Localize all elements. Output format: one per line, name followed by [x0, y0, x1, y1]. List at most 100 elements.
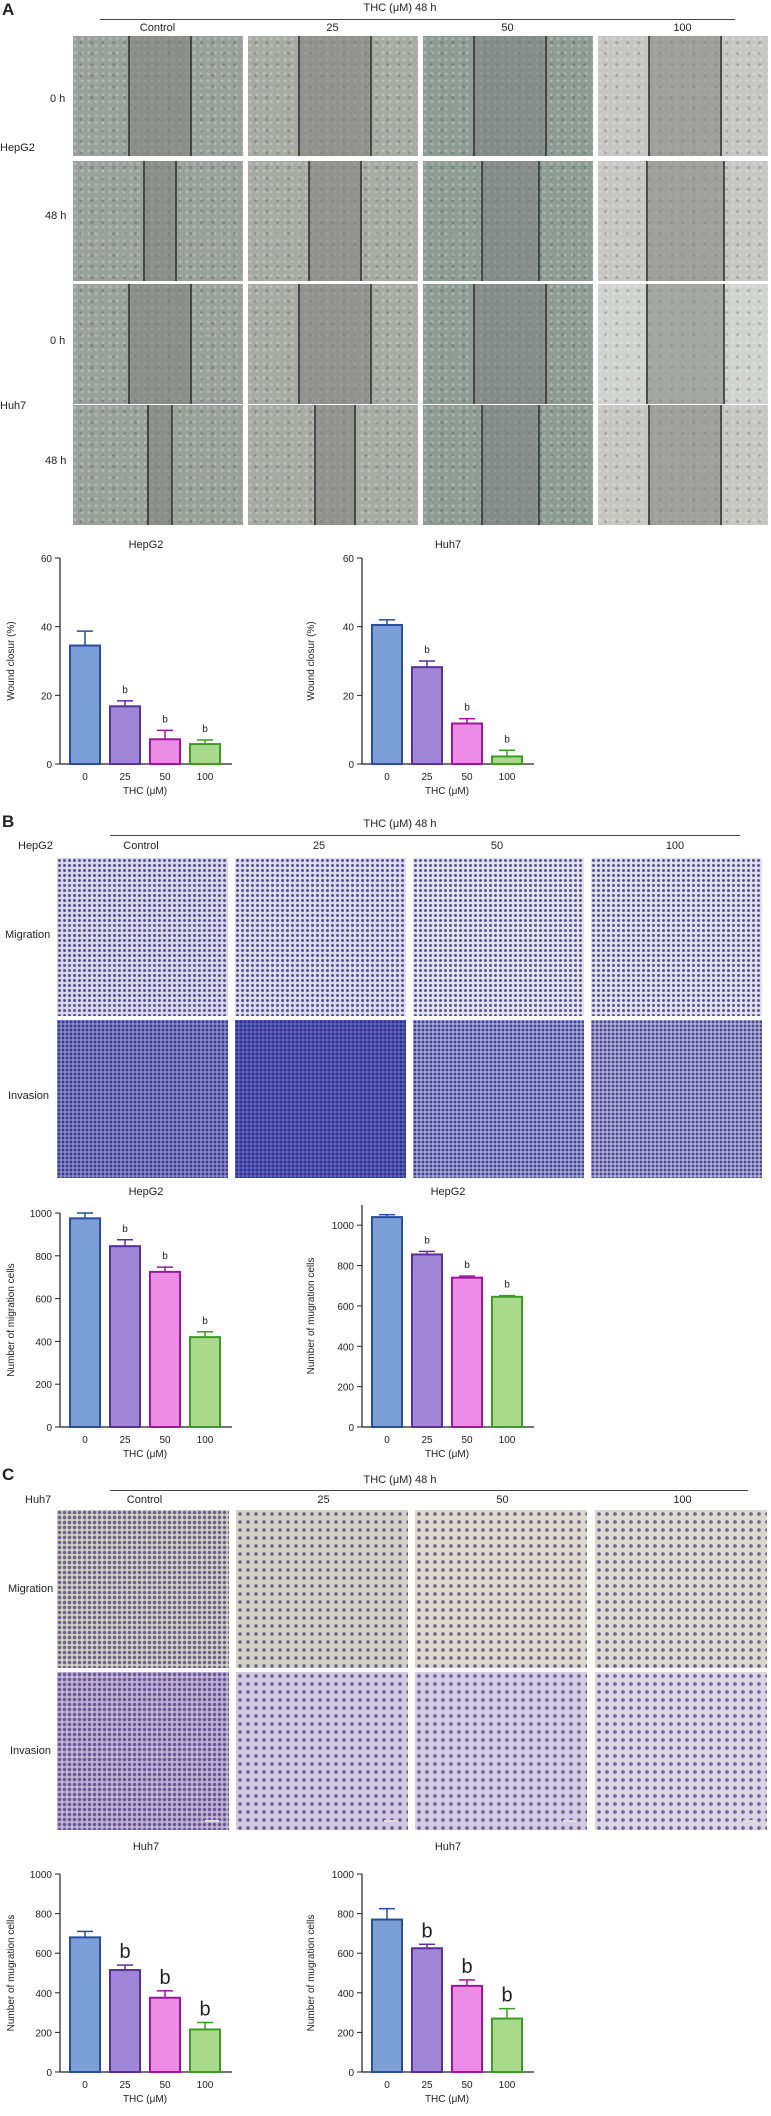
- scale-bar: [205, 1820, 219, 1822]
- bar-0: [371, 1918, 403, 2074]
- panel-b-header-rule: [110, 835, 740, 836]
- significance-label: b: [504, 1280, 510, 1291]
- significance-label: b: [504, 734, 510, 745]
- panel-letter-c: C: [2, 1465, 15, 1484]
- scale-bar: [563, 1820, 577, 1822]
- chart-a-huh7: Huh7 0 20 40 60 Wound closur (%) 0 b 25 b 50 b 100 TH…: [306, 539, 534, 797]
- y-tick-label: 1000: [30, 1209, 53, 1220]
- scale-bar: [384, 1820, 398, 1822]
- bar-50: [451, 1984, 483, 2073]
- panel-a-col-100: 100: [673, 22, 692, 34]
- bar-25: [109, 1969, 141, 2073]
- x-tick-label: 100: [499, 2080, 516, 2091]
- x-axis-label: THC (μM): [425, 1449, 469, 1460]
- x-tick-label: 100: [499, 772, 516, 783]
- bar-0: [371, 1216, 403, 1429]
- y-tick-label: 200: [35, 1380, 52, 1391]
- y-tick-label: 40: [41, 623, 53, 634]
- transwell-micrograph: [236, 1510, 408, 1668]
- y-tick-label: 800: [35, 1252, 52, 1263]
- panel-b-row-invasion: Invasion: [8, 1090, 49, 1102]
- bar-25: [411, 666, 443, 765]
- wound-micrograph: [598, 161, 768, 281]
- y-tick-label: 800: [35, 1910, 52, 1921]
- x-tick-label: 0: [384, 772, 390, 783]
- bar-25: [411, 1253, 443, 1429]
- bar-0: [69, 644, 101, 765]
- panel-b-col-100: 100: [665, 840, 685, 852]
- panel-letter-b: B: [2, 812, 15, 831]
- y-tick-label: 60: [41, 554, 53, 565]
- transwell-micrograph: [595, 1672, 767, 1830]
- y-tick-label: 0: [348, 1423, 354, 1434]
- wound-gap: [645, 161, 725, 281]
- wound-micrograph: [598, 36, 768, 156]
- y-axis-label: Number of mugration cells: [6, 1915, 17, 2032]
- x-tick-label: 25: [421, 772, 433, 783]
- y-tick-label: 0: [46, 760, 52, 771]
- wound-micrograph: [248, 161, 418, 281]
- bar-25: [109, 1245, 141, 1428]
- x-axis-label: THC (μM): [123, 2094, 167, 2105]
- significance-label: b: [464, 1260, 470, 1271]
- y-tick-label: 800: [337, 1262, 354, 1273]
- wound-gap: [648, 405, 722, 525]
- y-tick-label: 600: [35, 1295, 52, 1306]
- transwell-micrograph: [591, 1020, 762, 1178]
- wound-gap: [473, 36, 547, 156]
- y-tick-label: 600: [337, 1949, 354, 1960]
- chart-title: HepG2: [129, 539, 164, 551]
- significance-label: b: [424, 645, 430, 656]
- transwell-micrograph: [235, 1020, 406, 1178]
- wound-gap: [473, 284, 547, 404]
- transwell-micrograph: [415, 1672, 587, 1830]
- y-tick-label: 1000: [332, 1870, 355, 1881]
- panel-a-row-time-4: 48 h: [45, 455, 67, 467]
- y-tick-label: 0: [348, 2068, 354, 2079]
- y-tick-label: 0: [348, 760, 354, 771]
- significance-label: b: [202, 1316, 208, 1327]
- wound-gap: [128, 36, 192, 156]
- y-tick-label: 200: [35, 2028, 52, 2039]
- y-tick-label: 60: [343, 554, 355, 565]
- y-tick-label: 20: [41, 691, 53, 702]
- wound-micrograph: [73, 284, 243, 404]
- wound-gap: [648, 36, 722, 156]
- panel-a-row-group-hepg2: HepG2: [0, 142, 35, 154]
- panel-c-header: THC (μM) 48 h: [363, 1474, 437, 1486]
- wound-micrograph: [423, 405, 593, 525]
- bar-0: [371, 623, 403, 765]
- y-tick-label: 600: [337, 1302, 354, 1313]
- transwell-micrograph: [57, 1020, 228, 1178]
- panel-c-row-invasion: Invasion: [10, 1745, 51, 1757]
- y-tick-label: 200: [337, 2028, 354, 2039]
- x-axis-label: THC (μM): [123, 1449, 167, 1460]
- wound-micrograph: [598, 405, 768, 525]
- bar-0: [69, 1936, 101, 2073]
- y-tick-label: 1000: [30, 1870, 53, 1881]
- x-tick-label: 0: [384, 2080, 390, 2091]
- panel-a-row-time-1: 0 h: [50, 93, 66, 105]
- x-tick-label: 0: [82, 1435, 88, 1446]
- panel-c-header-rule: [110, 1490, 748, 1491]
- wound-gap: [298, 36, 372, 156]
- x-tick-label: 25: [421, 2080, 433, 2091]
- bar-50: [149, 1996, 181, 2073]
- panel-a-row-group-huh7: Huh7: [0, 400, 27, 412]
- y-tick-label: 20: [343, 691, 355, 702]
- x-tick-label: 25: [119, 1435, 131, 1446]
- x-tick-label: 25: [119, 772, 131, 783]
- bar-100: [491, 1295, 523, 1428]
- x-tick-label: 50: [461, 1435, 473, 1446]
- bar-50: [149, 1270, 181, 1428]
- bar-25: [109, 705, 141, 766]
- chart-title: HepG2: [431, 1186, 466, 1198]
- panel-b-row-migration: Migration: [5, 929, 51, 941]
- x-tick-label: 50: [159, 2080, 171, 2091]
- bar-50: [451, 722, 483, 765]
- wound-micrograph: [423, 161, 593, 281]
- y-axis-label: Number of mugration cells: [306, 1258, 317, 1375]
- panel-letter-a: A: [2, 0, 15, 19]
- y-tick-label: 40: [343, 623, 355, 634]
